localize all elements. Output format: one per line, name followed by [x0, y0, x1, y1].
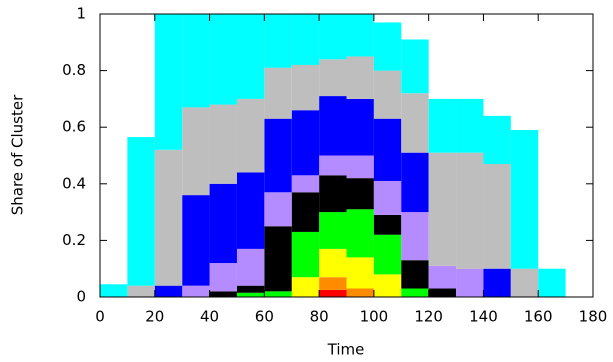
area-segment: [428, 288, 457, 297]
area-segment: [428, 98, 457, 153]
area-segment: [264, 192, 292, 227]
x-tick-label: 120: [414, 308, 443, 326]
area-segment: [373, 180, 402, 215]
area-segment: [182, 107, 210, 196]
area-segment: [373, 22, 402, 71]
plot-frame: [99, 13, 594, 298]
area-segment: [401, 39, 429, 94]
area-segment: [209, 291, 237, 297]
area-segment: [319, 277, 347, 290]
area-segment: [483, 115, 511, 164]
area-segment: [236, 248, 265, 286]
area-segment: [291, 277, 320, 297]
y-tick-label: 0.8: [62, 61, 86, 79]
x-tick-label: 140: [469, 308, 498, 326]
area-segment: [483, 268, 511, 297]
y-tick-label: 0.2: [62, 231, 86, 249]
y-tick-label: 0: [76, 288, 86, 306]
area-segment: [236, 292, 265, 297]
area-segment: [291, 14, 320, 65]
area-segment: [236, 172, 265, 249]
area-segment: [510, 268, 539, 297]
area-segment: [264, 14, 292, 68]
x-tick-label: 180: [579, 308, 608, 326]
area-segment: [346, 288, 374, 297]
area-segment: [538, 268, 566, 297]
area-segment: [456, 152, 484, 269]
x-axis-label: Time: [327, 341, 365, 359]
x-tick-label: 20: [145, 308, 164, 326]
area-segment: [401, 288, 429, 297]
area-segment: [209, 263, 237, 292]
area-segment: [346, 155, 374, 179]
area-segment: [346, 98, 374, 156]
area-segment: [373, 70, 402, 119]
area-segment: [291, 64, 320, 111]
y-axis-label: Share of Cluster: [9, 94, 27, 215]
area-segment: [209, 104, 237, 184]
x-tick-label: 100: [360, 308, 389, 326]
x-tick-label: 40: [200, 308, 219, 326]
area-segment: [154, 14, 183, 150]
area-segment: [209, 183, 237, 264]
area-segment: [346, 14, 374, 57]
area-segment: [319, 14, 347, 60]
x-tick-label: 160: [524, 308, 553, 326]
area-segment: [456, 98, 484, 153]
area-segment: [373, 274, 402, 297]
area-segment: [401, 152, 429, 213]
area-segment: [264, 118, 292, 193]
area-segment: [319, 289, 347, 297]
y-tick-label: 0.6: [62, 118, 86, 136]
area-segment: [373, 118, 402, 181]
area-segment: [291, 192, 320, 232]
area-segment: [236, 14, 265, 99]
area-segment: [154, 285, 183, 297]
area-segment: [373, 234, 402, 275]
area-segment: [373, 214, 402, 235]
area-segment: [264, 67, 292, 119]
area-segment: [182, 285, 210, 297]
area-segment: [264, 291, 292, 297]
y-tick-label: 1: [76, 5, 86, 23]
area-segment: [483, 163, 511, 269]
area-segment: [428, 152, 457, 266]
area-segment: [319, 212, 347, 249]
area-segment: [346, 257, 374, 289]
area-segment: [127, 137, 155, 286]
area-segment: [236, 285, 265, 293]
area-segment: [428, 265, 457, 289]
area-segment: [401, 212, 429, 261]
area-segment: [127, 285, 155, 297]
area-segment: [401, 260, 429, 289]
area-segment: [182, 14, 210, 108]
area-segment: [236, 98, 265, 173]
area-segment: [319, 175, 347, 213]
area-segment: [510, 130, 539, 269]
area-segment: [319, 96, 347, 156]
area-segment: [456, 268, 484, 297]
area-segment: [346, 178, 374, 210]
area-segment: [291, 231, 320, 278]
x-tick-label: 0: [95, 308, 105, 326]
area-segment: [264, 226, 292, 292]
area-segment: [319, 155, 347, 176]
area-segment: [319, 248, 347, 278]
area-segment: [401, 93, 429, 153]
x-tick-label: 60: [255, 308, 274, 326]
area-segment: [346, 209, 374, 258]
area-segment: [209, 14, 237, 105]
area-segment: [319, 59, 347, 97]
area-segment: [291, 175, 320, 193]
area-segment: [100, 284, 128, 297]
area-segment: [346, 56, 374, 99]
area-segment: [154, 149, 183, 286]
area-segment: [291, 110, 320, 176]
area-segment: [182, 195, 210, 286]
y-tick-label: 0.4: [62, 174, 86, 192]
x-tick-label: 80: [310, 308, 329, 326]
